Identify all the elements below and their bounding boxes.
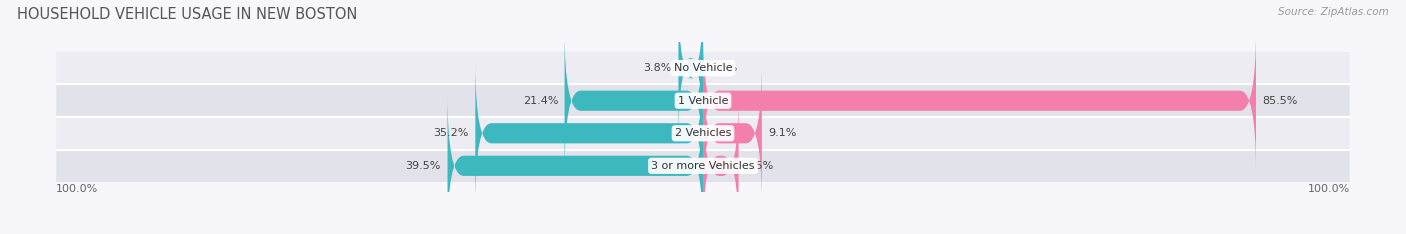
Text: 21.4%: 21.4% <box>523 96 558 106</box>
Text: 1 Vehicle: 1 Vehicle <box>678 96 728 106</box>
Text: 3 or more Vehicles: 3 or more Vehicles <box>651 161 755 171</box>
Text: 3.8%: 3.8% <box>644 63 672 73</box>
FancyBboxPatch shape <box>56 117 1350 150</box>
FancyBboxPatch shape <box>703 95 738 234</box>
FancyBboxPatch shape <box>475 62 703 205</box>
FancyBboxPatch shape <box>56 84 1350 117</box>
Text: 2 Vehicles: 2 Vehicles <box>675 128 731 138</box>
Text: 100.0%: 100.0% <box>56 184 98 194</box>
Text: 85.5%: 85.5% <box>1263 96 1298 106</box>
FancyBboxPatch shape <box>56 150 1350 182</box>
Text: No Vehicle: No Vehicle <box>673 63 733 73</box>
Text: 5.5%: 5.5% <box>745 161 773 171</box>
FancyBboxPatch shape <box>447 95 703 234</box>
Text: Source: ZipAtlas.com: Source: ZipAtlas.com <box>1278 7 1389 17</box>
Text: 35.2%: 35.2% <box>433 128 468 138</box>
Text: 0.0%: 0.0% <box>710 63 738 73</box>
FancyBboxPatch shape <box>56 52 1350 84</box>
Text: HOUSEHOLD VEHICLE USAGE IN NEW BOSTON: HOUSEHOLD VEHICLE USAGE IN NEW BOSTON <box>17 7 357 22</box>
FancyBboxPatch shape <box>703 62 762 205</box>
FancyBboxPatch shape <box>565 29 703 172</box>
Text: 100.0%: 100.0% <box>1308 184 1350 194</box>
FancyBboxPatch shape <box>703 29 1256 172</box>
Text: 39.5%: 39.5% <box>406 161 441 171</box>
Text: 9.1%: 9.1% <box>768 128 797 138</box>
FancyBboxPatch shape <box>679 0 703 139</box>
